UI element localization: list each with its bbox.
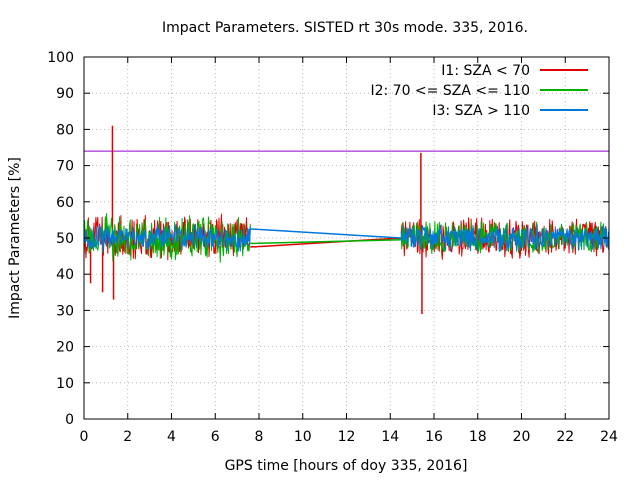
chart-title: Impact Parameters. SISTED rt 30s mode. 3… <box>162 20 528 36</box>
x-tick-label: 8 <box>255 429 264 445</box>
series-line <box>400 224 610 252</box>
x-tick-label: 24 <box>600 429 618 445</box>
x-tick-label: 22 <box>556 429 574 445</box>
y-tick-label: 30 <box>56 303 74 319</box>
x-tick-label: 2 <box>123 429 132 445</box>
y-tick-label: 50 <box>56 231 74 247</box>
y-tick-label: 60 <box>56 195 74 211</box>
y-tick-label: 100 <box>47 50 74 66</box>
axis-ticks: 0 2 4 6 8 10 12 14 16 18 20 22 240102030405060708090… <box>47 50 618 445</box>
series-bridge <box>250 239 402 245</box>
series-group <box>83 125 610 315</box>
series-bridge <box>250 237 402 248</box>
legend-label: I3: SZA > 110 <box>432 103 530 119</box>
y-axis-label: Impact Parameters [%] <box>7 157 23 319</box>
x-tick-label: 14 <box>381 429 399 445</box>
x-tick-label: 0 <box>80 429 89 445</box>
series-line <box>83 223 251 253</box>
x-axis-label: GPS time [hours of doy 335, 2016] <box>225 458 468 474</box>
x-tick-label: 10 <box>294 429 312 445</box>
series-bridge <box>250 228 402 239</box>
x-tick-label: 20 <box>513 429 531 445</box>
y-tick-label: 90 <box>56 86 74 102</box>
y-tick-label: 0 <box>65 412 74 428</box>
y-tick-label: 20 <box>56 340 74 356</box>
y-tick-label: 40 <box>56 267 74 283</box>
y-tick-label: 70 <box>56 159 74 175</box>
x-tick-label: 18 <box>469 429 487 445</box>
x-tick-label: 6 <box>211 429 220 445</box>
y-tick-label: 10 <box>56 376 74 392</box>
series-3 <box>83 223 610 253</box>
x-tick-label: 16 <box>425 429 443 445</box>
legend: I1: SZA < 70 I2: 70 <= SZA <= 110 I3: SZA … <box>370 63 588 119</box>
legend-label: I2: 70 <= SZA <= 110 <box>370 83 530 99</box>
x-tick-label: 12 <box>338 429 356 445</box>
y-tick-label: 80 <box>56 122 74 138</box>
x-tick-label: 4 <box>167 429 176 445</box>
legend-label: I1: SZA < 70 <box>441 63 530 79</box>
